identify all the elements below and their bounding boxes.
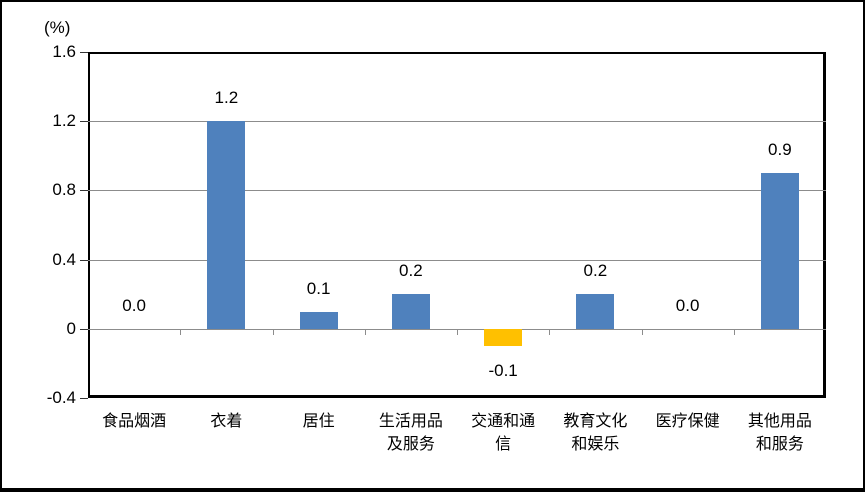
bar-value-label: 0.9 xyxy=(768,140,792,160)
bar-交通和通信 xyxy=(484,328,523,347)
x-category-label: 其他用品 和服务 xyxy=(747,413,812,453)
bar-居住 xyxy=(299,311,338,329)
bar-其他用品和服务 xyxy=(760,173,799,329)
x-category-label: 医疗保健 xyxy=(655,413,720,430)
y-tick-label: 1.2 xyxy=(52,111,76,131)
x-category-label: 食品烟酒 xyxy=(102,413,167,430)
bar-value-label: 0.0 xyxy=(675,295,700,315)
bar-value-label: -0.1 xyxy=(488,361,518,381)
y-axis-tick xyxy=(80,259,88,261)
y-axis-tick xyxy=(80,398,88,399)
y-axis-tick xyxy=(80,121,88,123)
x-category-label: 衣着 xyxy=(210,413,243,430)
gridline xyxy=(88,328,826,330)
x-category-label: 居住 xyxy=(302,413,335,430)
bar-value-label: 0.2 xyxy=(399,261,423,281)
gridline xyxy=(88,259,826,261)
y-tick-label: -0.4 xyxy=(46,388,76,407)
gridline xyxy=(88,190,826,192)
x-axis-tick xyxy=(641,329,643,335)
x-axis-tick xyxy=(457,329,458,335)
bar-衣着 xyxy=(207,121,246,329)
bar-value-label: 0.0 xyxy=(122,295,146,315)
gridline xyxy=(88,121,826,123)
y-tick-label: 1.6 xyxy=(52,42,76,61)
y-tick-label: 0 xyxy=(66,318,76,338)
x-category-label: 教育文化 和娱乐 xyxy=(563,413,628,453)
y-tick-label: 0.8 xyxy=(52,180,76,200)
x-axis-tick xyxy=(272,329,274,335)
bar-生活用品及服务 xyxy=(391,294,430,329)
bar-value-label: 1.2 xyxy=(214,88,239,108)
x-category-label: 生活用品 及服务 xyxy=(378,413,443,453)
x-axis-tick xyxy=(364,329,366,335)
y-axis-title: (%) xyxy=(44,18,71,37)
y-axis-tick xyxy=(80,328,88,330)
x-axis-tick xyxy=(549,329,551,335)
y-tick-label: 0.4 xyxy=(52,249,76,269)
plot-area xyxy=(88,52,826,398)
y-axis-tick xyxy=(80,52,88,53)
y-axis-tick xyxy=(80,190,88,192)
x-axis-tick xyxy=(733,329,735,335)
x-category-label: 交通和通 信 xyxy=(471,413,536,453)
bar-value-label: 0.1 xyxy=(306,278,331,298)
x-axis-tick xyxy=(180,329,182,335)
bar-value-label: 0.2 xyxy=(583,261,608,281)
bar-教育文化和娱乐 xyxy=(576,294,615,329)
